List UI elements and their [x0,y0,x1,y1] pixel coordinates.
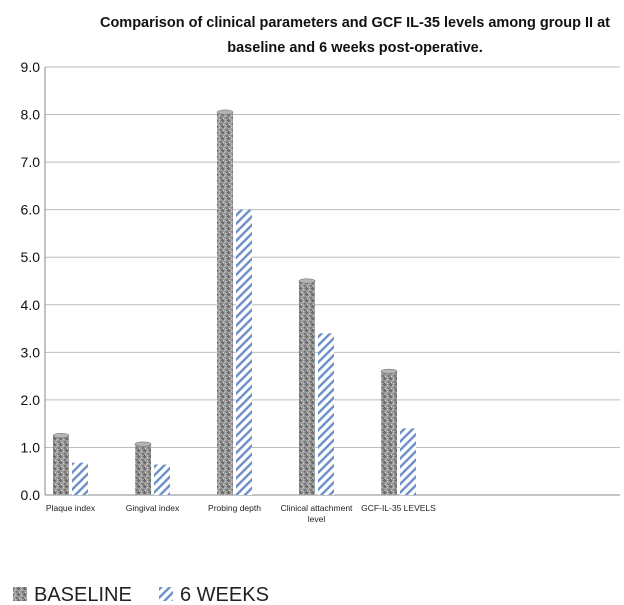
y-tick-label: 8.0 [21,107,41,123]
bar-baseline [216,109,234,495]
chart-title-line-1: Comparison of clinical parameters and GC… [100,15,610,31]
bar-baseline [298,278,316,495]
legend-item-baseline: BASELINE [13,584,132,605]
x-tick-label: Clinical attachment level [281,503,353,524]
x-tick-label: GCF-IL-35 LEVELS [361,503,436,513]
legend-swatch-6-weeks [159,587,173,601]
y-axis-tick-labels: 0.0 1.0 2.0 3.0 4.0 5.0 6.0 7.0 8.0 9.0 [21,59,41,503]
bar-6-weeks [400,428,416,495]
y-tick-label: 0.0 [21,487,41,503]
bar-6-weeks [236,209,252,495]
x-tick-label: Gingival index [126,503,180,513]
y-tick-label: 5.0 [21,249,41,265]
y-tick-label: 1.0 [21,439,41,455]
x-axis-tick-labels: Plaque index Gingival index Probing depth C… [46,503,436,524]
y-tick-label: 9.0 [21,59,41,75]
legend-label-6-weeks: 6 WEEKS [180,584,269,605]
y-tick-label: 4.0 [21,297,41,313]
y-tick-label: 3.0 [21,344,41,360]
legend-item-6-weeks: 6 WEEKS [159,584,269,605]
y-tick-label: 6.0 [21,202,41,218]
chart-title-line-2: baseline and 6 weeks post-operative. [227,40,482,56]
legend: BASELINE 6 WEEKS [13,584,269,605]
bar-6-weeks [72,462,88,495]
bar-6-weeks [154,464,170,495]
bar-6-weeks [318,333,334,495]
x-tick-label: Probing depth [208,503,261,513]
legend-swatch-baseline [13,587,27,601]
bar-baseline [380,368,398,495]
bar-baseline [134,441,152,495]
y-tick-label: 2.0 [21,392,41,408]
bar-baseline [52,433,70,495]
y-tick-label: 7.0 [21,154,41,170]
chart-title: Comparison of clinical parameters and GC… [100,15,610,56]
bars [52,109,416,495]
legend-label-baseline: BASELINE [34,584,132,605]
x-tick-label: Plaque index [46,503,96,513]
